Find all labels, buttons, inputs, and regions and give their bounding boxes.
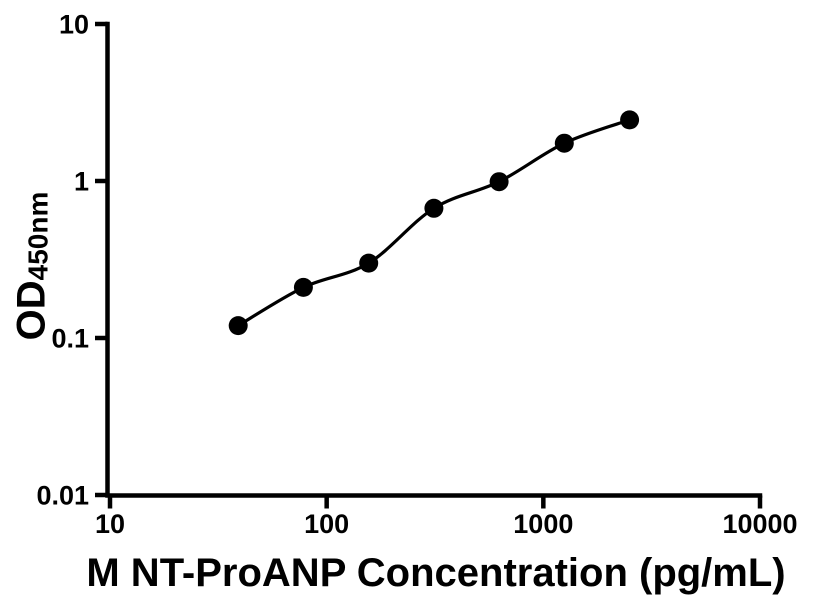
axes bbox=[105, 21, 763, 498]
data-point bbox=[424, 198, 444, 218]
data-point bbox=[293, 277, 313, 297]
y-axis-title: OD450nm bbox=[10, 192, 54, 341]
data-series bbox=[228, 110, 640, 336]
x-axis-title: M NT-ProANP Concentration (pg/mL) bbox=[86, 551, 785, 595]
x-tick-label: 1000 bbox=[513, 509, 573, 539]
data-point bbox=[554, 133, 574, 153]
y-tick-label: 0.01 bbox=[36, 481, 89, 511]
x-tick-label: 10000 bbox=[722, 509, 797, 539]
standard-curve-line bbox=[237, 118, 631, 327]
y-tick-label: 10 bbox=[59, 10, 89, 40]
x-axis-ticks: 10 100 1000 10000 bbox=[95, 495, 798, 539]
y-axis-title-subscript: 450nm bbox=[23, 192, 54, 281]
data-point bbox=[359, 253, 379, 273]
y-axis-title-main: OD bbox=[10, 280, 54, 340]
x-tick-label: 100 bbox=[304, 509, 349, 539]
y-tick-label: 0.1 bbox=[51, 324, 89, 354]
data-point bbox=[228, 316, 248, 336]
y-axis-ticks: 0.01 0.1 1 10 bbox=[36, 10, 108, 511]
y-tick-label: 1 bbox=[74, 167, 89, 197]
data-point bbox=[489, 172, 509, 192]
data-point bbox=[620, 110, 640, 130]
x-tick-label: 10 bbox=[95, 509, 125, 539]
